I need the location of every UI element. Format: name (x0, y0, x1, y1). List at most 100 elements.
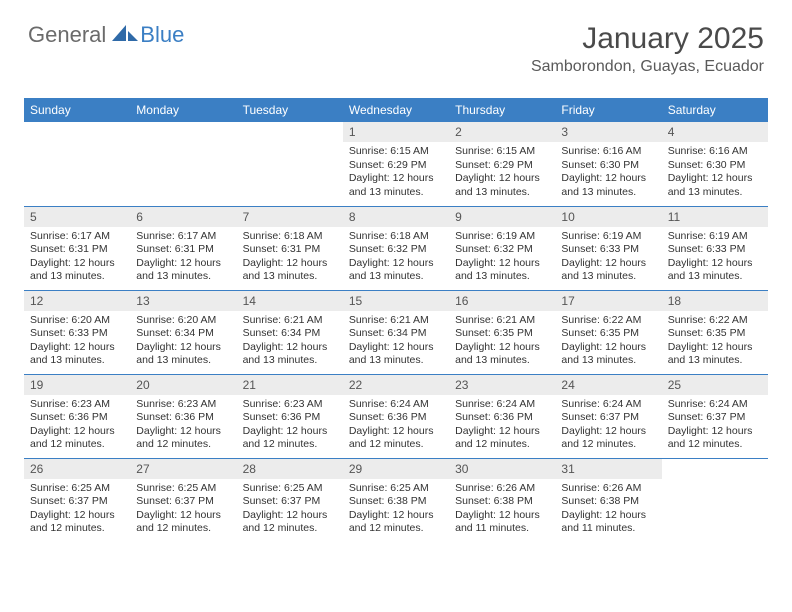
calendar-cell: 31Sunrise: 6:26 AMSunset: 6:38 PMDayligh… (555, 458, 661, 542)
day-number: 21 (237, 375, 343, 395)
logo: General Blue (28, 22, 184, 48)
calendar-cell (130, 122, 236, 206)
calendar-table: SundayMondayTuesdayWednesdayThursdayFrid… (24, 98, 768, 542)
day-number: 31 (555, 459, 661, 479)
day-number: 26 (24, 459, 130, 479)
calendar-cell: 1Sunrise: 6:15 AMSunset: 6:29 PMDaylight… (343, 122, 449, 206)
calendar-cell: 10Sunrise: 6:19 AMSunset: 6:33 PMDayligh… (555, 206, 661, 290)
logo-sail-icon (112, 23, 138, 48)
calendar-cell: 13Sunrise: 6:20 AMSunset: 6:34 PMDayligh… (130, 290, 236, 374)
calendar-cell: 5Sunrise: 6:17 AMSunset: 6:31 PMDaylight… (24, 206, 130, 290)
weekday-header: Thursday (449, 98, 555, 122)
calendar-cell: 25Sunrise: 6:24 AMSunset: 6:37 PMDayligh… (662, 374, 768, 458)
day-details: Sunrise: 6:15 AMSunset: 6:29 PMDaylight:… (449, 142, 555, 204)
calendar-body: 1Sunrise: 6:15 AMSunset: 6:29 PMDaylight… (24, 122, 768, 542)
day-details: Sunrise: 6:21 AMSunset: 6:34 PMDaylight:… (237, 311, 343, 373)
calendar-cell: 12Sunrise: 6:20 AMSunset: 6:33 PMDayligh… (24, 290, 130, 374)
logo-text-blue: Blue (140, 22, 184, 48)
day-number: 30 (449, 459, 555, 479)
calendar-cell (237, 122, 343, 206)
day-number: 2 (449, 122, 555, 142)
day-details: Sunrise: 6:18 AMSunset: 6:31 PMDaylight:… (237, 227, 343, 289)
title-block: January 2025 Samborondon, Guayas, Ecuado… (531, 22, 764, 76)
day-number: 14 (237, 291, 343, 311)
day-details: Sunrise: 6:22 AMSunset: 6:35 PMDaylight:… (555, 311, 661, 373)
day-details: Sunrise: 6:26 AMSunset: 6:38 PMDaylight:… (555, 479, 661, 541)
day-details: Sunrise: 6:25 AMSunset: 6:38 PMDaylight:… (343, 479, 449, 541)
calendar-row: 19Sunrise: 6:23 AMSunset: 6:36 PMDayligh… (24, 374, 768, 458)
day-details: Sunrise: 6:25 AMSunset: 6:37 PMDaylight:… (130, 479, 236, 541)
day-number: 29 (343, 459, 449, 479)
calendar-row: 26Sunrise: 6:25 AMSunset: 6:37 PMDayligh… (24, 458, 768, 542)
page-header: General Blue January 2025 Samborondon, G… (0, 0, 792, 84)
calendar-cell: 19Sunrise: 6:23 AMSunset: 6:36 PMDayligh… (24, 374, 130, 458)
day-details: Sunrise: 6:24 AMSunset: 6:37 PMDaylight:… (662, 395, 768, 457)
day-details: Sunrise: 6:20 AMSunset: 6:33 PMDaylight:… (24, 311, 130, 373)
weekday-header: Tuesday (237, 98, 343, 122)
day-details: Sunrise: 6:16 AMSunset: 6:30 PMDaylight:… (555, 142, 661, 204)
day-details: Sunrise: 6:23 AMSunset: 6:36 PMDaylight:… (237, 395, 343, 457)
day-number: 22 (343, 375, 449, 395)
day-number: 9 (449, 207, 555, 227)
day-number: 19 (24, 375, 130, 395)
month-title: January 2025 (531, 22, 764, 56)
calendar-cell: 9Sunrise: 6:19 AMSunset: 6:32 PMDaylight… (449, 206, 555, 290)
day-number: 27 (130, 459, 236, 479)
day-details: Sunrise: 6:20 AMSunset: 6:34 PMDaylight:… (130, 311, 236, 373)
calendar-cell: 3Sunrise: 6:16 AMSunset: 6:30 PMDaylight… (555, 122, 661, 206)
calendar-cell: 17Sunrise: 6:22 AMSunset: 6:35 PMDayligh… (555, 290, 661, 374)
day-number: 23 (449, 375, 555, 395)
calendar-row: 1Sunrise: 6:15 AMSunset: 6:29 PMDaylight… (24, 122, 768, 206)
day-number: 10 (555, 207, 661, 227)
day-number: 8 (343, 207, 449, 227)
calendar-cell: 14Sunrise: 6:21 AMSunset: 6:34 PMDayligh… (237, 290, 343, 374)
calendar-cell: 2Sunrise: 6:15 AMSunset: 6:29 PMDaylight… (449, 122, 555, 206)
day-details: Sunrise: 6:21 AMSunset: 6:35 PMDaylight:… (449, 311, 555, 373)
day-number: 25 (662, 375, 768, 395)
weekday-header: Saturday (662, 98, 768, 122)
day-number: 11 (662, 207, 768, 227)
calendar-cell: 18Sunrise: 6:22 AMSunset: 6:35 PMDayligh… (662, 290, 768, 374)
day-number: 15 (343, 291, 449, 311)
day-details: Sunrise: 6:19 AMSunset: 6:33 PMDaylight:… (555, 227, 661, 289)
day-details: Sunrise: 6:22 AMSunset: 6:35 PMDaylight:… (662, 311, 768, 373)
calendar-cell: 15Sunrise: 6:21 AMSunset: 6:34 PMDayligh… (343, 290, 449, 374)
calendar-cell: 27Sunrise: 6:25 AMSunset: 6:37 PMDayligh… (130, 458, 236, 542)
day-number: 28 (237, 459, 343, 479)
weekday-header: Sunday (24, 98, 130, 122)
day-details: Sunrise: 6:23 AMSunset: 6:36 PMDaylight:… (24, 395, 130, 457)
day-details: Sunrise: 6:21 AMSunset: 6:34 PMDaylight:… (343, 311, 449, 373)
day-number: 7 (237, 207, 343, 227)
logo-text-general: General (28, 22, 106, 48)
day-number: 13 (130, 291, 236, 311)
day-number: 16 (449, 291, 555, 311)
day-number: 24 (555, 375, 661, 395)
day-details: Sunrise: 6:25 AMSunset: 6:37 PMDaylight:… (237, 479, 343, 541)
location-text: Samborondon, Guayas, Ecuador (531, 58, 764, 76)
calendar-cell: 28Sunrise: 6:25 AMSunset: 6:37 PMDayligh… (237, 458, 343, 542)
calendar-cell: 21Sunrise: 6:23 AMSunset: 6:36 PMDayligh… (237, 374, 343, 458)
day-details: Sunrise: 6:24 AMSunset: 6:37 PMDaylight:… (555, 395, 661, 457)
day-number: 17 (555, 291, 661, 311)
calendar-cell: 7Sunrise: 6:18 AMSunset: 6:31 PMDaylight… (237, 206, 343, 290)
calendar-row: 12Sunrise: 6:20 AMSunset: 6:33 PMDayligh… (24, 290, 768, 374)
calendar-cell: 22Sunrise: 6:24 AMSunset: 6:36 PMDayligh… (343, 374, 449, 458)
calendar-cell: 4Sunrise: 6:16 AMSunset: 6:30 PMDaylight… (662, 122, 768, 206)
day-details: Sunrise: 6:18 AMSunset: 6:32 PMDaylight:… (343, 227, 449, 289)
day-details: Sunrise: 6:17 AMSunset: 6:31 PMDaylight:… (130, 227, 236, 289)
day-number: 18 (662, 291, 768, 311)
day-details: Sunrise: 6:24 AMSunset: 6:36 PMDaylight:… (343, 395, 449, 457)
calendar-cell: 30Sunrise: 6:26 AMSunset: 6:38 PMDayligh… (449, 458, 555, 542)
day-number: 5 (24, 207, 130, 227)
calendar-cell (662, 458, 768, 542)
day-details: Sunrise: 6:16 AMSunset: 6:30 PMDaylight:… (662, 142, 768, 204)
calendar-cell: 8Sunrise: 6:18 AMSunset: 6:32 PMDaylight… (343, 206, 449, 290)
day-details: Sunrise: 6:25 AMSunset: 6:37 PMDaylight:… (24, 479, 130, 541)
calendar-cell (24, 122, 130, 206)
day-number: 6 (130, 207, 236, 227)
weekday-header: Wednesday (343, 98, 449, 122)
weekday-header: Friday (555, 98, 661, 122)
day-number: 4 (662, 122, 768, 142)
calendar-cell: 24Sunrise: 6:24 AMSunset: 6:37 PMDayligh… (555, 374, 661, 458)
day-number: 1 (343, 122, 449, 142)
